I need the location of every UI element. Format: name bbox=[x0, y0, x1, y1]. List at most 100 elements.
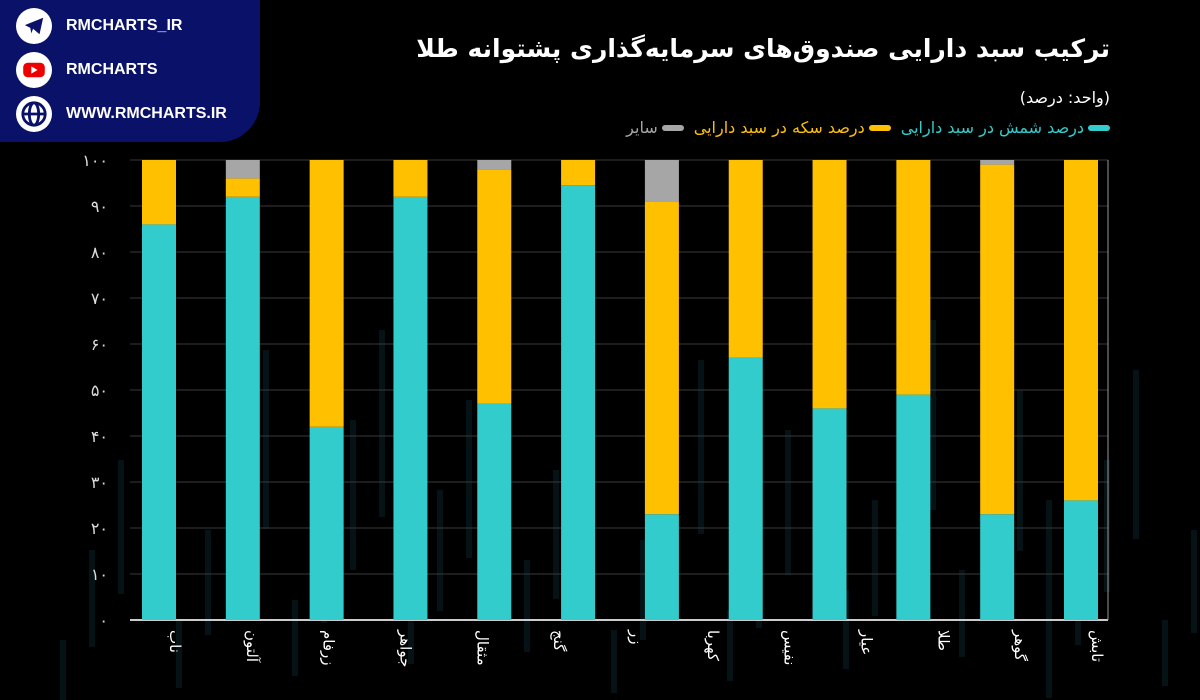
y-tick-label: ۳۰ bbox=[91, 473, 108, 492]
background-candle bbox=[1017, 390, 1023, 551]
background-candle bbox=[89, 550, 95, 647]
telegram-link[interactable]: RMCHARTS_IR bbox=[16, 8, 182, 44]
background-candle bbox=[872, 500, 878, 616]
bar-segment-other bbox=[225, 160, 260, 179]
bar-segment-bullion bbox=[561, 185, 596, 621]
bar-segment-bullion bbox=[309, 426, 344, 620]
y-tick-label: ۷۰ bbox=[91, 289, 108, 308]
background-candle bbox=[785, 430, 791, 575]
bar-segment-bullion bbox=[728, 357, 763, 620]
bar-segment-bullion bbox=[980, 514, 1015, 620]
y-tick-label: ۹۰ bbox=[91, 197, 108, 216]
background-candle bbox=[640, 540, 646, 640]
background-candle bbox=[205, 530, 211, 635]
y-tick-label: ۵۰ bbox=[91, 381, 108, 400]
bar-segment-bullion bbox=[142, 224, 176, 620]
bar-segment-coin bbox=[561, 160, 596, 186]
x-tick-label: زر bbox=[627, 629, 645, 645]
background-candle bbox=[263, 350, 269, 529]
youtube-handle: RMCHARTS bbox=[66, 61, 158, 78]
background-candle bbox=[727, 610, 733, 681]
legend-item-other: سایر bbox=[626, 118, 684, 137]
x-tick-label: گنج bbox=[550, 630, 568, 652]
legend: درصد شمش در سبد دارایی درصد سکه در سبد د… bbox=[626, 118, 1110, 137]
background-candle bbox=[176, 620, 182, 688]
y-tick-label: ۴۰ bbox=[91, 427, 108, 446]
background-candle bbox=[1046, 500, 1052, 698]
social-badge: RMCHARTS_IR RMCHARTS WWW.RMCHARTS.IR bbox=[0, 0, 260, 142]
background-candle bbox=[350, 420, 356, 570]
legend-label: درصد شمش در سبد دارایی bbox=[900, 118, 1084, 137]
background-candle bbox=[611, 630, 617, 693]
legend-swatch bbox=[661, 124, 684, 131]
legend-label: درصد سکه در سبد دارایی bbox=[693, 118, 865, 137]
legend-item-bullion: درصد شمش در سبد دارایی bbox=[901, 118, 1110, 137]
y-tick-label: ۱۰۰ bbox=[82, 151, 108, 170]
y-tick-label: ۶۰ bbox=[91, 335, 108, 354]
bar-segment-coin bbox=[644, 201, 679, 515]
x-tick-label: زرفام bbox=[320, 630, 338, 666]
bar-segment-coin bbox=[1064, 160, 1098, 501]
background-candle bbox=[524, 560, 530, 652]
bar-segment-other bbox=[980, 160, 1015, 165]
website-url: WWW.RMCHARTS.IR bbox=[66, 105, 227, 122]
bar-segment-bullion bbox=[896, 394, 931, 620]
background-candle bbox=[60, 640, 66, 700]
bar-segment-coin bbox=[812, 160, 847, 409]
background-candle bbox=[292, 600, 298, 676]
bar-segment-other bbox=[644, 160, 679, 202]
bar-segment-bullion bbox=[812, 408, 847, 620]
bar-segment-coin bbox=[393, 160, 428, 197]
background-candle bbox=[1191, 530, 1197, 633]
bar-segment-bullion bbox=[393, 196, 428, 621]
website-link[interactable]: WWW.RMCHARTS.IR bbox=[16, 96, 227, 132]
bar-segment-coin bbox=[309, 160, 344, 427]
background-candle bbox=[959, 570, 965, 657]
youtube-icon bbox=[16, 52, 52, 88]
background-candle bbox=[1104, 460, 1110, 592]
y-tick-label: ۰ bbox=[99, 611, 108, 630]
bar-segment-bullion bbox=[644, 514, 679, 620]
bar-segment-coin bbox=[225, 178, 260, 197]
bar-segment-coin bbox=[980, 164, 1015, 515]
legend-swatch bbox=[1088, 124, 1110, 131]
y-tick-label: ۲۰ bbox=[91, 519, 108, 538]
legend-label: سایر bbox=[626, 118, 658, 137]
x-tick-label: مثقال bbox=[473, 630, 491, 666]
x-tick-label: جواهر bbox=[397, 629, 415, 667]
x-tick-label: طلا bbox=[934, 630, 952, 651]
background-candle bbox=[553, 470, 559, 599]
x-tick-label: آلتون bbox=[243, 630, 261, 663]
bar-segment-other bbox=[477, 160, 512, 170]
background-candle bbox=[437, 490, 443, 611]
background-candle bbox=[698, 360, 704, 534]
legend-item-coin: درصد سکه در سبد دارایی bbox=[694, 118, 891, 137]
telegram-icon bbox=[16, 8, 52, 44]
telegram-handle: RMCHARTS_IR bbox=[66, 17, 183, 34]
background-candle bbox=[1133, 370, 1139, 539]
background-candle bbox=[1162, 620, 1168, 686]
background-candle bbox=[843, 590, 849, 669]
x-tick-label: ناب bbox=[166, 630, 184, 653]
background-candle bbox=[118, 460, 124, 594]
youtube-link[interactable]: RMCHARTS bbox=[16, 52, 158, 88]
background-candle bbox=[408, 580, 414, 664]
x-tick-label: تابش bbox=[1088, 630, 1106, 662]
bar-segment-coin bbox=[142, 160, 176, 225]
bar-segment-coin bbox=[477, 169, 512, 404]
legend-swatch bbox=[868, 124, 891, 131]
globe-icon bbox=[16, 96, 52, 132]
unit-label: (واحد: درصد) bbox=[1019, 88, 1110, 107]
x-tick-label: نفیس bbox=[781, 630, 799, 665]
bar-segment-coin bbox=[896, 160, 931, 395]
bar-segment-coin bbox=[728, 160, 763, 358]
background-candle bbox=[930, 320, 936, 510]
x-tick-label: گوهر bbox=[1011, 629, 1029, 662]
y-tick-label: ۸۰ bbox=[91, 243, 108, 262]
y-tick-label: ۱۰ bbox=[91, 565, 108, 584]
x-tick-label: عیار bbox=[858, 629, 876, 655]
background-candle bbox=[379, 330, 385, 517]
bar-segment-bullion bbox=[1064, 500, 1098, 620]
x-tick-label: کهربا bbox=[704, 630, 722, 662]
